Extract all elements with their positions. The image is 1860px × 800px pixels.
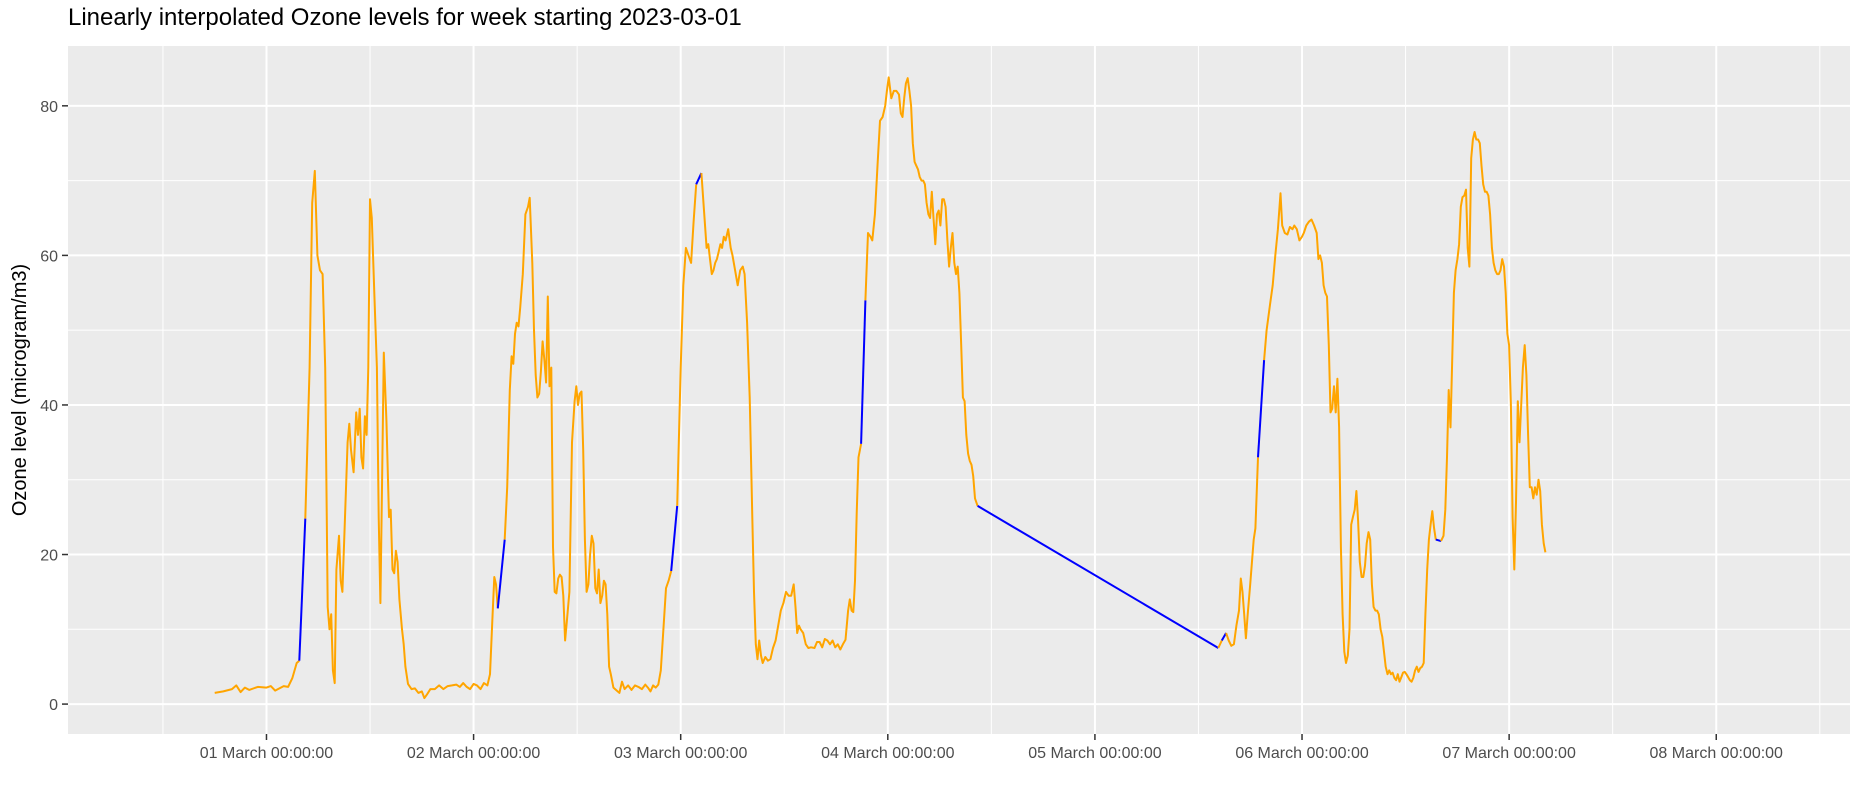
series-lines [214, 76, 1547, 700]
interpolated-segment [977, 505, 1219, 649]
chart-title: Linearly interpolated Ozone levels for w… [68, 4, 742, 31]
x-tick-label: 02 March 00:00:00 [407, 745, 541, 762]
interpolated-segment [860, 300, 867, 444]
y-tick-label: 20 [40, 548, 58, 565]
observed-segment [304, 169, 499, 700]
observed-segment [1440, 131, 1547, 571]
y-tick-label: 40 [40, 398, 58, 415]
interpolated-segment [1435, 538, 1442, 543]
interpolated-segment [1257, 360, 1266, 458]
observed-segment [1217, 640, 1223, 649]
x-tick-label: 08 March 00:00:00 [1650, 745, 1784, 762]
observed-segment [1225, 457, 1259, 647]
y-tick-label: 60 [40, 248, 58, 265]
y-tick-label: 80 [40, 99, 58, 116]
y-axis-label: Ozone level (microgram/m3) [9, 264, 31, 516]
x-tick-label: 03 March 00:00:00 [614, 745, 748, 762]
interpolated-segment [298, 518, 307, 661]
x-tick-label: 05 March 00:00:00 [1028, 745, 1162, 762]
y-tick-label: 0 [49, 697, 58, 714]
plot-panel [68, 46, 1850, 734]
major-gridlines [68, 46, 1850, 734]
interpolated-segment [670, 505, 679, 572]
interpolated-segment [1220, 632, 1227, 641]
observed-segment [676, 184, 698, 506]
minor-gridlines [68, 46, 1850, 734]
observed-segment [700, 173, 863, 664]
interpolated-segment [496, 539, 506, 609]
observed-segment [1263, 192, 1437, 683]
observed-segment [214, 659, 300, 694]
x-tick-label: 06 March 00:00:00 [1235, 745, 1369, 762]
x-tick-label: 04 March 00:00:00 [821, 745, 955, 762]
y-axis: 0 20 40 60 80 [40, 99, 68, 714]
observed-segment [503, 196, 673, 694]
x-tick-label: 07 March 00:00:00 [1442, 745, 1576, 762]
x-axis: 01 March 00:00:00 02 March 00:00:00 03 Mar… [200, 734, 1783, 762]
observed-segment [864, 76, 979, 507]
x-tick-label: 01 March 00:00:00 [200, 745, 334, 762]
